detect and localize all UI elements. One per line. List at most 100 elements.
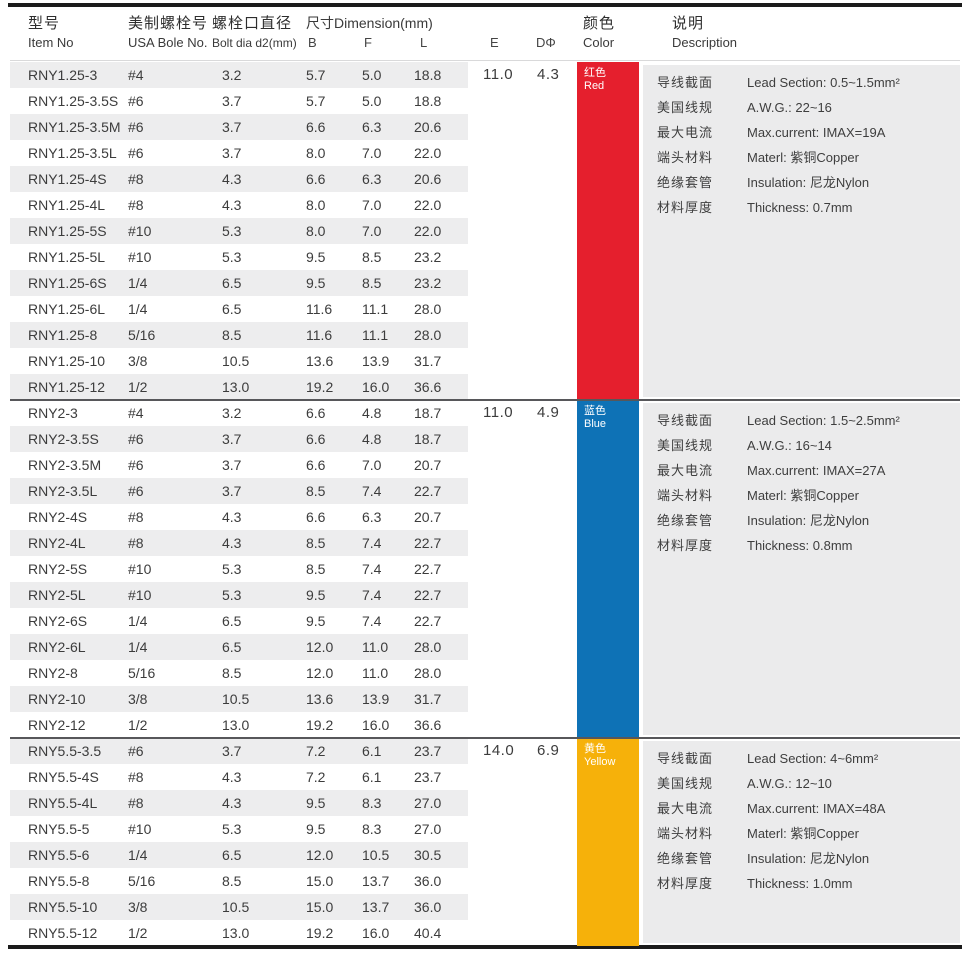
spec-value-en: Insulation: 尼龙Nylon <box>747 175 870 190</box>
dim-l-cell: 22.0 <box>414 223 442 239</box>
dim-f-cell: 7.0 <box>362 145 382 161</box>
dim-l-cell: 23.2 <box>414 249 442 265</box>
dim-b-cell: 11.6 <box>306 327 333 343</box>
header-col-dphi: DΦ <box>536 35 556 50</box>
usa-bolt-no-cell: 5/16 <box>128 873 156 889</box>
spec-value-en: Lead Section: 4~6mm² <box>747 751 879 766</box>
spec-label-zh: 导线截面 <box>657 751 714 766</box>
spec-value-en: Lead Section: 1.5~2.5mm² <box>747 413 900 428</box>
dim-b-cell: 8.0 <box>306 145 326 161</box>
usa-bolt-no-cell: 1/2 <box>128 717 148 733</box>
dim-l-cell: 36.6 <box>414 379 442 395</box>
dim-b-cell: 9.5 <box>306 275 326 291</box>
dim-l-cell: 18.7 <box>414 431 442 447</box>
spec-label-zh: 导线截面 <box>657 413 714 428</box>
bolt-dia-cell: 8.5 <box>222 873 242 889</box>
dim-e-value: 11.0 <box>483 404 514 421</box>
spec-label-zh: 美国线规 <box>657 438 714 453</box>
spec-group-2: RNY2-3 #4 3.2 6.6 4.8 18.7 RNY2-3.5S #6 3.7 6.6 4.… <box>10 399 960 738</box>
table-row: RNY5.5-4S #8 4.3 7.2 6.1 23.7 <box>10 764 468 790</box>
dim-b-cell: 6.6 <box>306 405 326 421</box>
spec-value-en: A.W.G.: 12~10 <box>747 776 832 791</box>
bolt-dia-cell: 3.7 <box>222 431 242 447</box>
spec-line: 美国线规 A.W.G.: 16~14 <box>643 433 960 458</box>
spec-line: 导线截面 Lead Section: 4~6mm² <box>643 746 960 771</box>
item-no-cell: RNY1.25-3 <box>28 67 98 83</box>
table-row: RNY1.25-3.5M #6 3.7 6.6 6.3 20.6 <box>10 114 468 140</box>
spec-group-3: RNY5.5-3.5 #6 3.7 7.2 6.1 23.7 RNY5.5-4S #8 4.3 7… <box>10 737 960 946</box>
bolt-dia-cell: 8.5 <box>222 327 242 343</box>
usa-bolt-no-cell: #8 <box>128 197 144 213</box>
spec-label-zh: 最大电流 <box>657 463 714 478</box>
color-label-en: Blue <box>584 418 607 430</box>
dim-f-cell: 16.0 <box>362 379 390 395</box>
spec-line: 导线截面 Lead Section: 0.5~1.5mm² <box>643 70 960 95</box>
dim-b-cell: 8.5 <box>306 483 326 499</box>
usa-bolt-no-cell: #4 <box>128 405 144 421</box>
bolt-dia-cell: 3.7 <box>222 743 242 759</box>
bolt-dia-cell: 13.0 <box>222 925 250 941</box>
color-band: 蓝色 Blue <box>577 400 639 738</box>
item-no-cell: RNY5.5-12 <box>28 925 98 941</box>
bolt-dia-cell: 10.5 <box>222 899 250 915</box>
table-row: RNY1.25-5S #10 5.3 8.0 7.0 22.0 <box>10 218 468 244</box>
spec-value-en: Thickness: 1.0mm <box>747 876 853 891</box>
item-no-cell: RNY5.5-6 <box>28 847 90 863</box>
header-description-zh: 说明 <box>672 15 705 32</box>
item-no-cell: RNY5.5-8 <box>28 873 90 889</box>
color-label-en: Yellow <box>584 756 616 768</box>
usa-bolt-no-cell: #6 <box>128 119 144 135</box>
usa-bolt-no-cell: #6 <box>128 93 144 109</box>
dim-b-cell: 8.0 <box>306 223 326 239</box>
spec-label-zh: 绝缘套管 <box>657 513 714 528</box>
spec-label-zh: 端头材料 <box>657 488 714 503</box>
usa-bolt-no-cell: 1/4 <box>128 301 148 317</box>
dim-f-cell: 8.5 <box>362 275 382 291</box>
dim-f-cell: 6.3 <box>362 119 382 135</box>
dim-f-cell: 6.1 <box>362 769 382 785</box>
usa-bolt-no-cell: #8 <box>128 795 144 811</box>
spec-line: 最大电流 Max.current: IMAX=48A <box>643 796 960 821</box>
dim-l-cell: 40.4 <box>414 925 442 941</box>
spec-label-zh: 绝缘套管 <box>657 851 714 866</box>
dim-b-cell: 9.5 <box>306 613 326 629</box>
dim-b-cell: 5.7 <box>306 93 326 109</box>
dim-l-cell: 36.0 <box>414 899 442 915</box>
usa-bolt-no-cell: #8 <box>128 535 144 551</box>
dim-f-cell: 11.1 <box>362 301 389 317</box>
spec-value-en: Materl: 紫铜Copper <box>747 150 859 165</box>
bolt-dia-cell: 3.7 <box>222 457 242 473</box>
bolt-dia-cell: 6.5 <box>222 613 242 629</box>
dim-b-cell: 13.6 <box>306 691 334 707</box>
dim-dphi-value: 4.9 <box>537 404 560 421</box>
usa-bolt-no-cell: #6 <box>128 457 144 473</box>
dim-b-cell: 6.6 <box>306 119 326 135</box>
dim-f-cell: 10.5 <box>362 847 390 863</box>
item-no-cell: RNY1.25-3.5S <box>28 93 119 109</box>
bolt-dia-cell: 3.7 <box>222 145 242 161</box>
item-no-cell: RNY1.25-8 <box>28 327 98 343</box>
dim-f-cell: 5.0 <box>362 93 382 109</box>
dim-l-cell: 36.0 <box>414 873 442 889</box>
dim-l-cell: 23.7 <box>414 769 442 785</box>
spec-label-zh: 材料厚度 <box>657 200 714 215</box>
spec-label-zh: 绝缘套管 <box>657 175 714 190</box>
bolt-dia-cell: 5.3 <box>222 821 242 837</box>
dim-b-cell: 12.0 <box>306 639 334 655</box>
bolt-dia-cell: 13.0 <box>222 379 250 395</box>
dim-b-cell: 19.2 <box>306 379 334 395</box>
bolt-dia-cell: 4.3 <box>222 171 242 187</box>
spec-line: 最大电流 Max.current: IMAX=27A <box>643 458 960 483</box>
table-row: RNY5.5-4L #8 4.3 9.5 8.3 27.0 <box>10 790 468 816</box>
dim-l-cell: 23.2 <box>414 275 442 291</box>
spec-value-en: Max.current: IMAX=27A <box>747 463 886 478</box>
item-no-cell: RNY2-6S <box>28 613 88 629</box>
dim-f-cell: 16.0 <box>362 925 390 941</box>
dim-f-cell: 6.3 <box>362 509 382 525</box>
dim-f-cell: 7.0 <box>362 223 382 239</box>
dim-l-cell: 27.0 <box>414 821 442 837</box>
spec-line: 端头材料 Materl: 紫铜Copper <box>643 821 960 846</box>
description-block: 导线截面 Lead Section: 0.5~1.5mm² 美国线规 A.W.G.: … <box>643 65 960 397</box>
item-no-cell: RNY2-12 <box>28 717 86 733</box>
bolt-dia-cell: 5.3 <box>222 561 242 577</box>
